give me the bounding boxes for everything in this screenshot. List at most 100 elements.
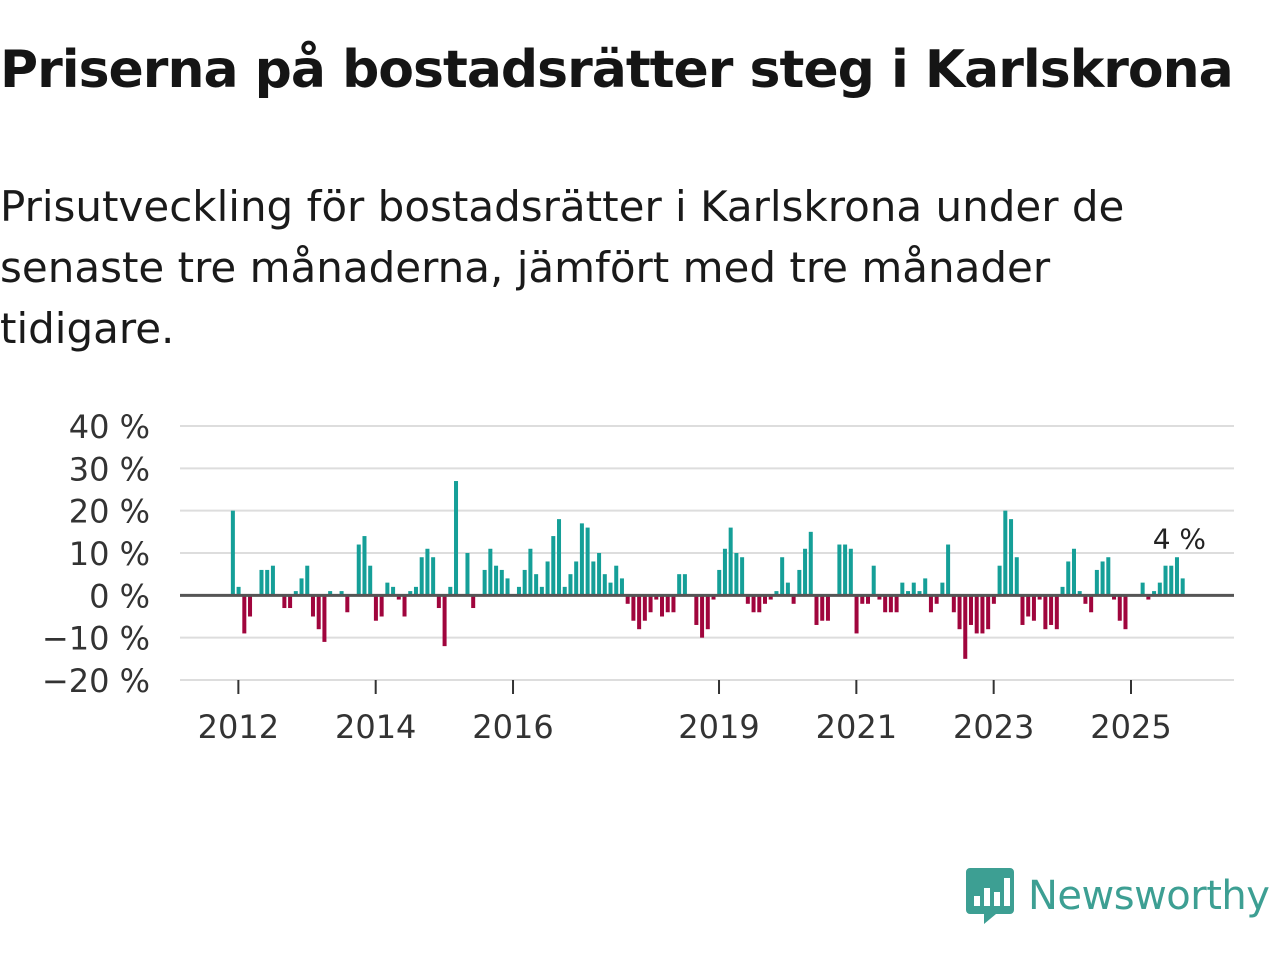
bar bbox=[248, 595, 253, 617]
bar bbox=[1003, 510, 1008, 596]
bar bbox=[528, 548, 533, 596]
brand-logo: Newsworthy bbox=[964, 864, 1270, 928]
bar bbox=[883, 595, 888, 613]
bar bbox=[579, 523, 584, 596]
bar bbox=[316, 595, 321, 630]
bar bbox=[328, 591, 333, 596]
x-tick-label: 2019 bbox=[678, 708, 759, 746]
bar bbox=[751, 595, 756, 613]
bar bbox=[911, 582, 916, 596]
bar bbox=[682, 574, 687, 596]
bar bbox=[968, 595, 973, 625]
x-tick-label: 2021 bbox=[816, 708, 897, 746]
bar bbox=[711, 595, 716, 600]
bar bbox=[1049, 595, 1054, 625]
bar bbox=[740, 557, 745, 596]
bar bbox=[322, 595, 327, 642]
bar bbox=[591, 561, 596, 596]
bar bbox=[562, 586, 567, 596]
bar bbox=[236, 586, 241, 596]
price-change-chart: −20 % −10 % 0 % 10 % 20 % 30 % 40 % 2012 2014 201… bbox=[42, 408, 1234, 746]
bar bbox=[717, 569, 722, 596]
bar bbox=[694, 595, 699, 625]
bar bbox=[282, 595, 287, 609]
bar bbox=[986, 595, 991, 630]
y-tick-label: −20 % bbox=[42, 662, 150, 700]
bar bbox=[1100, 561, 1105, 596]
bar bbox=[923, 578, 928, 596]
last-value-label: 4 % bbox=[1153, 522, 1206, 555]
bar bbox=[1071, 548, 1076, 596]
chart-title: Priserna på bostadsrätter steg i Karlskr… bbox=[0, 40, 1234, 100]
bar bbox=[734, 553, 739, 596]
bar bbox=[356, 544, 361, 596]
bar bbox=[1106, 557, 1111, 596]
bar bbox=[757, 595, 762, 613]
bar bbox=[574, 561, 579, 596]
x-tick-label: 2016 bbox=[472, 708, 553, 746]
bar bbox=[505, 578, 510, 596]
bar bbox=[631, 595, 636, 621]
bar bbox=[860, 595, 865, 604]
bar bbox=[837, 544, 842, 596]
bar bbox=[780, 557, 785, 596]
bar bbox=[797, 569, 802, 596]
bar bbox=[368, 565, 373, 596]
chart-labels: −20 % −10 % 0 % 10 % 20 % 30 % 40 % 2012 2014 201… bbox=[42, 408, 1206, 746]
bar bbox=[385, 582, 390, 596]
bar bbox=[270, 565, 275, 596]
bar bbox=[1163, 565, 1168, 596]
bar bbox=[877, 595, 882, 600]
x-tick-label: 2012 bbox=[198, 708, 279, 746]
bar bbox=[900, 582, 905, 596]
bar bbox=[1180, 578, 1185, 596]
bar bbox=[391, 586, 396, 596]
bar bbox=[1043, 595, 1048, 630]
bar bbox=[379, 595, 384, 617]
bar bbox=[259, 569, 264, 596]
bar bbox=[1060, 586, 1065, 596]
bar bbox=[534, 574, 539, 596]
bar bbox=[1174, 557, 1179, 596]
bar bbox=[299, 578, 304, 596]
bar bbox=[814, 595, 819, 625]
bar bbox=[820, 595, 825, 621]
bar bbox=[768, 595, 773, 600]
bar bbox=[951, 595, 956, 613]
bar bbox=[705, 595, 710, 630]
bar bbox=[539, 586, 544, 596]
bar bbox=[894, 595, 899, 613]
bar bbox=[557, 519, 562, 596]
bar bbox=[940, 582, 945, 596]
bar bbox=[413, 586, 418, 596]
bar bbox=[665, 595, 670, 613]
bar bbox=[619, 578, 624, 596]
bar bbox=[265, 569, 270, 596]
bar bbox=[808, 531, 813, 596]
bar bbox=[288, 595, 293, 609]
bar bbox=[722, 548, 727, 596]
bar bbox=[871, 565, 876, 596]
bar bbox=[1169, 565, 1174, 596]
bar bbox=[242, 595, 247, 634]
bar bbox=[974, 595, 979, 634]
bar bbox=[745, 595, 750, 604]
bar bbox=[1037, 595, 1042, 600]
bar bbox=[671, 595, 676, 613]
bar bbox=[728, 527, 733, 596]
bar bbox=[551, 536, 556, 596]
y-tick-label: −10 % bbox=[42, 620, 150, 658]
bar bbox=[1140, 582, 1145, 596]
bar bbox=[436, 595, 441, 609]
bar bbox=[1112, 595, 1117, 600]
bar bbox=[1157, 582, 1162, 596]
bar bbox=[625, 595, 630, 604]
bar bbox=[442, 595, 447, 647]
chart-bars bbox=[230, 481, 1185, 659]
bar bbox=[230, 510, 235, 596]
chart-axes bbox=[180, 593, 1234, 694]
bar bbox=[1077, 591, 1082, 596]
bar bbox=[1026, 595, 1031, 617]
bar bbox=[763, 595, 768, 604]
bar bbox=[448, 586, 453, 596]
